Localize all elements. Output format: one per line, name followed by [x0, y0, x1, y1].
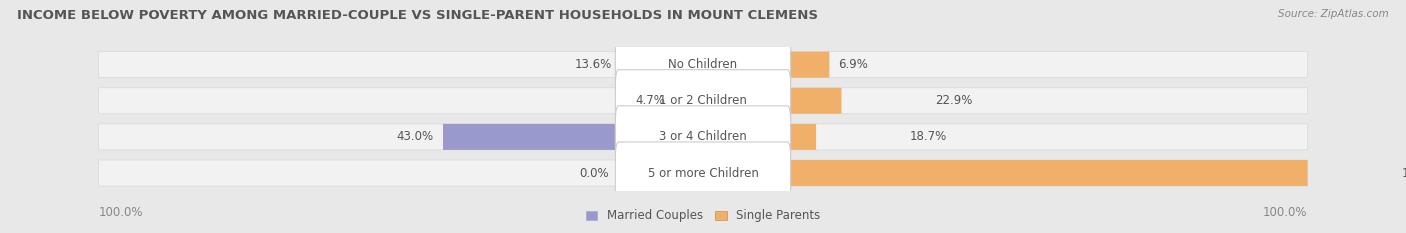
FancyBboxPatch shape: [98, 52, 619, 78]
Text: 22.9%: 22.9%: [935, 94, 973, 107]
FancyBboxPatch shape: [787, 160, 1308, 186]
FancyBboxPatch shape: [787, 160, 1308, 186]
Text: 5 or more Children: 5 or more Children: [648, 167, 758, 179]
Text: INCOME BELOW POVERTY AMONG MARRIED-COUPLE VS SINGLE-PARENT HOUSEHOLDS IN MOUNT C: INCOME BELOW POVERTY AMONG MARRIED-COUPL…: [17, 9, 818, 22]
Text: 100.0%: 100.0%: [98, 206, 143, 219]
Text: 43.0%: 43.0%: [396, 130, 434, 143]
FancyBboxPatch shape: [787, 52, 1308, 78]
Text: 13.6%: 13.6%: [575, 58, 612, 71]
Text: No Children: No Children: [668, 58, 738, 71]
FancyBboxPatch shape: [616, 106, 790, 168]
FancyBboxPatch shape: [787, 124, 815, 150]
Text: 0.0%: 0.0%: [579, 167, 609, 179]
Text: 6.9%: 6.9%: [838, 58, 869, 71]
FancyBboxPatch shape: [98, 160, 619, 186]
FancyBboxPatch shape: [616, 142, 790, 204]
FancyBboxPatch shape: [619, 52, 621, 78]
FancyBboxPatch shape: [98, 124, 619, 150]
FancyBboxPatch shape: [787, 88, 841, 114]
FancyBboxPatch shape: [616, 34, 790, 96]
Text: 4.7%: 4.7%: [636, 94, 665, 107]
FancyBboxPatch shape: [787, 88, 1308, 114]
Legend: Married Couples, Single Parents: Married Couples, Single Parents: [581, 205, 825, 227]
FancyBboxPatch shape: [616, 70, 790, 132]
Text: 100.0%: 100.0%: [1263, 206, 1308, 219]
FancyBboxPatch shape: [619, 88, 675, 114]
Text: Source: ZipAtlas.com: Source: ZipAtlas.com: [1278, 9, 1389, 19]
FancyBboxPatch shape: [98, 88, 619, 114]
FancyBboxPatch shape: [443, 124, 619, 150]
Text: 100.0%: 100.0%: [1402, 167, 1406, 179]
Text: 18.7%: 18.7%: [910, 130, 948, 143]
Text: 1 or 2 Children: 1 or 2 Children: [659, 94, 747, 107]
FancyBboxPatch shape: [787, 52, 830, 78]
Text: 3 or 4 Children: 3 or 4 Children: [659, 130, 747, 143]
FancyBboxPatch shape: [787, 124, 1308, 150]
